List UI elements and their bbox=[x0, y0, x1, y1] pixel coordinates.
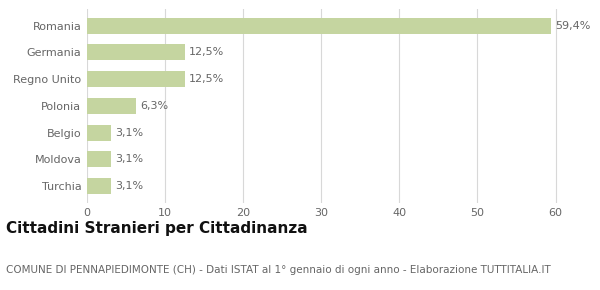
Bar bbox=[87, 178, 111, 194]
Text: 12,5%: 12,5% bbox=[188, 47, 224, 57]
Bar bbox=[87, 151, 111, 167]
Text: 6,3%: 6,3% bbox=[140, 101, 168, 111]
Bar bbox=[87, 71, 185, 87]
Text: Cittadini Stranieri per Cittadinanza: Cittadini Stranieri per Cittadinanza bbox=[6, 222, 308, 236]
Text: 3,1%: 3,1% bbox=[115, 181, 143, 191]
Text: 3,1%: 3,1% bbox=[115, 154, 143, 164]
Bar bbox=[87, 44, 185, 60]
Bar bbox=[87, 17, 551, 34]
Text: COMUNE DI PENNAPIEDIMONTE (CH) - Dati ISTAT al 1° gennaio di ogni anno - Elabora: COMUNE DI PENNAPIEDIMONTE (CH) - Dati IS… bbox=[6, 264, 551, 275]
Text: 12,5%: 12,5% bbox=[188, 74, 224, 84]
Bar bbox=[87, 98, 136, 114]
Text: 3,1%: 3,1% bbox=[115, 128, 143, 138]
Text: 59,4%: 59,4% bbox=[555, 21, 590, 30]
Bar bbox=[87, 125, 111, 141]
